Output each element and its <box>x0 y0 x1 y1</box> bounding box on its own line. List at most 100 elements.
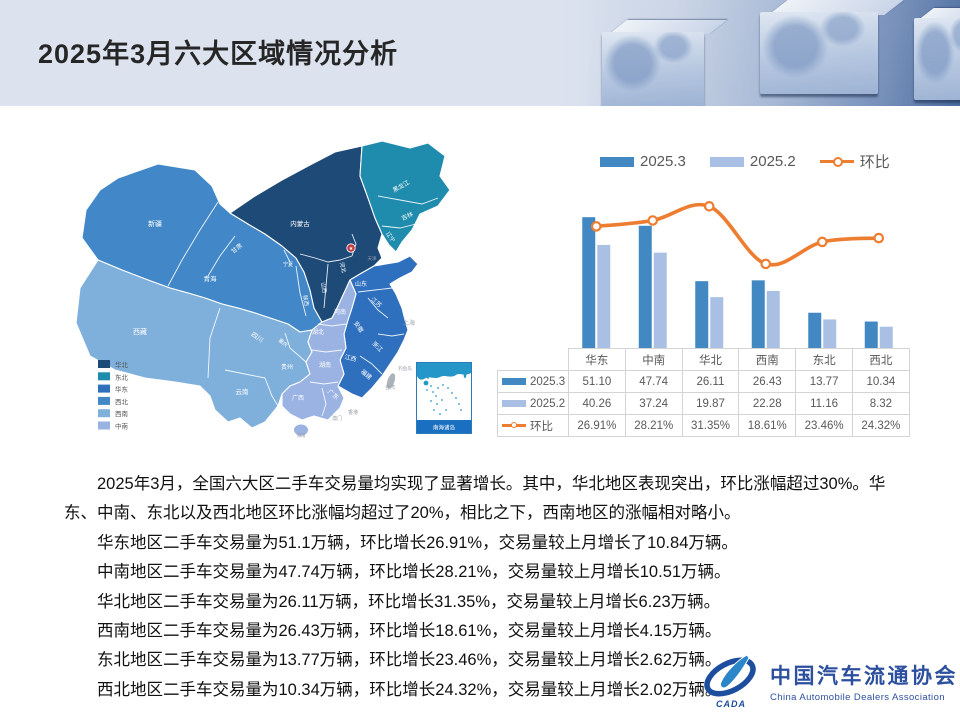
bar-2025.2-西南 <box>766 290 780 348</box>
body-paragraph: 西南地区二手车交易量为26.43万辆，环比增长18.61%，交易量较上月增长4.… <box>97 622 722 641</box>
cada-logo-icon: CADA <box>704 654 756 709</box>
svg-text:华东: 华东 <box>115 385 129 394</box>
legend-item-2025.3: 2025.3 <box>600 153 686 170</box>
line-环比 <box>594 202 881 267</box>
svg-text:云南: 云南 <box>236 387 250 396</box>
bar-2025.3-中南 <box>638 225 652 348</box>
legend-swatch-bar <box>600 156 634 167</box>
table-col-header: 西南 <box>738 348 797 371</box>
beijing-marker: ★ <box>346 243 356 253</box>
table-cell: 24.32% <box>851 414 910 437</box>
body-paragraph: 东北地区二手车交易量为13.77万辆，环比增长23.46%，交易量较上月增长2.… <box>97 651 722 670</box>
table-cell: 47.74 <box>624 370 683 393</box>
bohai-sea <box>380 249 394 261</box>
svg-text:河南: 河南 <box>334 308 346 316</box>
table-cell: 26.43 <box>738 370 797 393</box>
table-cell: 31.35% <box>681 414 740 437</box>
body-paragraph: 中南地区二手车交易量为47.74万辆，环比增长28.21%，交易量较上月增长10… <box>97 563 731 582</box>
bar-2025.2-东北 <box>823 319 837 348</box>
page-title: 2025年3月六大区域情况分析 <box>38 39 399 69</box>
table-cell: 18.61% <box>738 414 797 437</box>
svg-text:华北: 华北 <box>115 360 129 369</box>
svg-text:内蒙古: 内蒙古 <box>290 219 310 228</box>
region-中南 <box>294 424 308 436</box>
svg-text:台湾: 台湾 <box>385 384 395 391</box>
table-cell: 10.34 <box>851 370 910 393</box>
svg-text:西藏: 西藏 <box>133 327 147 336</box>
svg-text:湖南: 湖南 <box>319 361 331 369</box>
svg-text:山东: 山东 <box>355 280 367 288</box>
body-paragraph: 2025年3月，全国六大区二手车交易量均实现了显著增长。其中，华北地区表现突出，… <box>64 475 886 523</box>
svg-text:新疆: 新疆 <box>148 219 162 228</box>
svg-text:钓鱼岛: 钓鱼岛 <box>398 365 412 372</box>
row-label: 2025.3 <box>530 375 566 388</box>
svg-text:香港: 香港 <box>348 409 358 416</box>
bar-2025.2-中南 <box>653 252 667 348</box>
row-label: 环比 <box>530 420 553 433</box>
bar-2025.3-华东 <box>582 217 596 348</box>
legend-item-2025.2: 2025.2 <box>709 153 796 170</box>
table-col-header: 东北 <box>795 348 853 371</box>
table-cell: 23.46% <box>795 414 853 437</box>
table-col-header: 华东 <box>568 348 626 371</box>
org-logo: CADA 中国汽车流通协会 China Automobile Dealers A… <box>700 652 958 710</box>
table-row-2025.2: 2025.2 40.26 37.24 19.87 22.28 11.16 8.32 <box>497 392 910 415</box>
row-swatch <box>502 378 526 385</box>
table-cell: 8.32 <box>851 392 910 415</box>
province-borders <box>167 195 439 417</box>
svg-text:CADA: CADA <box>716 699 746 709</box>
svg-text:河北: 河北 <box>338 261 349 274</box>
body-paragraph: 华北地区二手车交易量为26.11万辆，环比增长31.35%，交易量较上月增长6.… <box>97 592 721 611</box>
table-col-header: 中南 <box>624 348 683 371</box>
svg-text:江西: 江西 <box>344 354 357 364</box>
bar-2025.2-华东 <box>597 244 611 348</box>
svg-text:西南: 西南 <box>115 409 129 418</box>
region-data-table: 华东 中南 华北 西南 东北 西北 2025.3 51.10 47.74 26.11 26.43 13… <box>497 348 910 437</box>
svg-text:广西: 广西 <box>292 394 304 402</box>
table-cell: 26.91% <box>568 414 626 437</box>
svg-text:南海诸岛: 南海诸岛 <box>433 424 456 432</box>
logo-name-en: China Automobile Dealers Association <box>770 691 945 703</box>
marker-华北 <box>703 200 715 212</box>
marker-西南 <box>760 258 772 270</box>
region-volume-chart <box>582 200 893 348</box>
svg-text:★: ★ <box>349 246 354 252</box>
chart-legend: 2025.3 2025.2 环比 <box>600 151 890 172</box>
table-cell: 19.87 <box>681 392 740 415</box>
header-band: 2025年3月六大区域情况分析 <box>0 0 960 106</box>
bar-2025.3-西北 <box>864 321 878 348</box>
svg-text:东北: 东北 <box>115 372 129 381</box>
svg-text:湖北: 湖北 <box>312 328 324 336</box>
table-cell: 28.21% <box>624 414 683 437</box>
table-cell: 13.77 <box>795 370 853 393</box>
svg-text:青海: 青海 <box>204 274 218 283</box>
marker-华东 <box>590 221 602 232</box>
table-cell: 40.26 <box>568 392 626 415</box>
analysis-text: 2025年3月，全国六大区二手车交易量均实现了显著增长。其中，华北地区表现突出，… <box>64 470 912 705</box>
legend-swatch-line <box>819 156 854 167</box>
svg-text:贵州: 贵州 <box>281 363 293 371</box>
south-china-sea-inset: 南海诸岛 <box>416 362 472 434</box>
bar-2025.3-华北 <box>695 281 709 348</box>
svg-text:山西: 山西 <box>319 282 329 295</box>
table-cell: 37.24 <box>624 392 683 415</box>
legend-label: 2025.3 <box>640 153 686 170</box>
legend-label: 2025.2 <box>749 153 796 170</box>
row-swatch <box>502 422 526 428</box>
marker-西北 <box>873 232 885 244</box>
table-row-2025.3: 2025.3 51.10 47.74 26.11 26.43 13.77 10.34 <box>497 370 910 393</box>
table-corner <box>497 348 569 371</box>
table-cell: 26.11 <box>681 370 740 393</box>
bar-2025.2-西北 <box>879 326 893 348</box>
table-col-header: 西北 <box>851 348 910 371</box>
region-东北 <box>359 140 451 253</box>
taiwan-shape <box>386 373 396 389</box>
svg-text:澳门: 澳门 <box>332 415 342 422</box>
body-paragraph: 西北地区二手车交易量为10.34万辆，环比增长24.32%，交易量较上月增长2.… <box>97 680 722 699</box>
bar-2025.3-东北 <box>808 312 822 348</box>
marker-东北 <box>816 236 828 248</box>
svg-text:上海: 上海 <box>403 319 415 327</box>
